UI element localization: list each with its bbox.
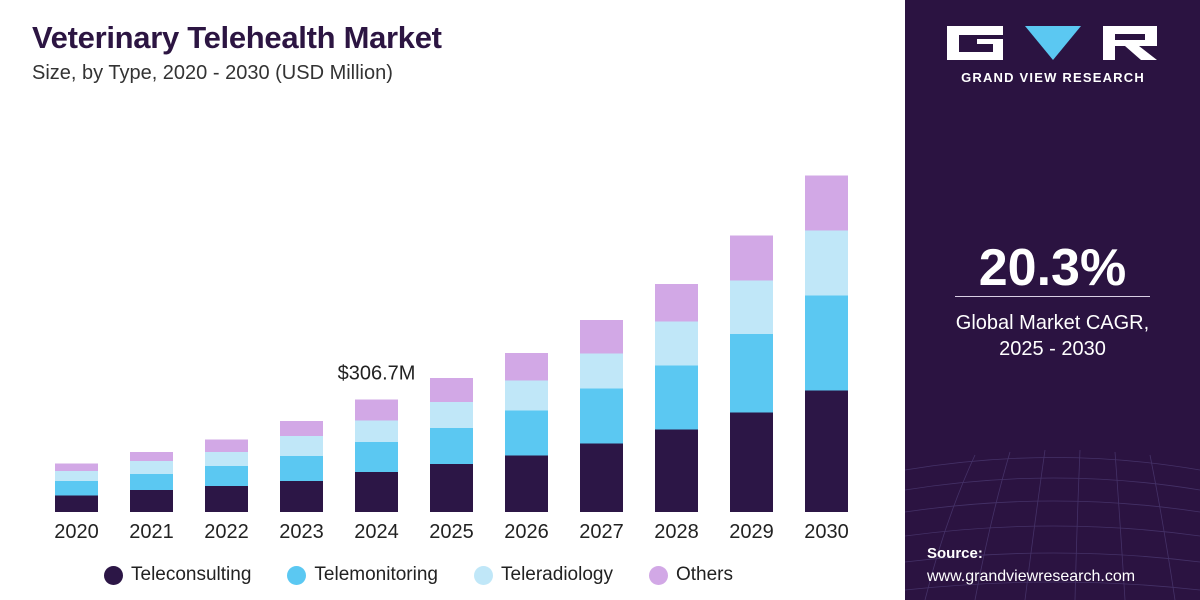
chart-panel: Veterinary Telehealth Market Size, by Ty… — [32, 20, 849, 589]
cagr-divider — [955, 296, 1150, 297]
bar-telemonitoring-2023 — [280, 456, 323, 481]
legend-item-others: Others — [648, 564, 733, 586]
side-panel: GRAND VIEW RESEARCH 20.3% Global Market … — [905, 0, 1200, 600]
bar-teleradiology-2024 — [355, 420, 398, 442]
grand-view-research-logo: GRAND VIEW RESEARCH — [943, 22, 1163, 92]
stacked-bar-chart: 2020 2021 2022 2023 2024 $306.7M 2025 2026 2027 2… — [54, 175, 849, 543]
bar-teleconsulting-2020 — [55, 495, 98, 512]
x-tick-label-2024: 2024 — [354, 521, 399, 543]
legend-swatch-telemonitoring — [287, 565, 307, 585]
bar-others-2021 — [130, 452, 173, 461]
legend-label-others: Others — [675, 564, 733, 585]
bar-others-2022 — [205, 439, 248, 452]
x-tick-label-2020: 2020 — [54, 521, 99, 543]
x-tick-label-2021: 2021 — [129, 521, 174, 543]
bar-telemonitoring-2024 — [355, 442, 398, 472]
bar-teleradiology-2029 — [730, 280, 773, 334]
data-label-2024: $306.7M — [338, 363, 416, 385]
legend-item-teleradiology: Teleradiology — [474, 564, 613, 586]
bar-others-2026 — [505, 353, 548, 381]
bar-teleconsulting-2022 — [205, 486, 248, 512]
x-tick-label-2026: 2026 — [504, 521, 549, 543]
bar-teleconsulting-2026 — [505, 455, 548, 512]
legend-label-teleradiology: Teleradiology — [501, 564, 613, 585]
bar-telemonitoring-2030 — [805, 295, 848, 391]
bar-others-2023 — [280, 421, 323, 436]
x-tick-label-2028: 2028 — [654, 521, 699, 543]
legend-swatch-teleradiology — [474, 565, 493, 585]
cagr-label: Global Market CAGR, 2025 - 2030 — [905, 310, 1200, 362]
bar-teleradiology-2025 — [430, 402, 473, 428]
gvr-logo-icon — [947, 26, 1157, 60]
bar-teleconsulting-2025 — [430, 464, 473, 512]
source-url[interactable]: www.grandviewresearch.com — [927, 568, 1136, 585]
bar-telemonitoring-2026 — [505, 410, 548, 456]
bar-teleradiology-2020 — [55, 471, 98, 481]
decorative-grid — [905, 449, 1200, 600]
legend-label-telemonitoring: Telemonitoring — [314, 564, 438, 585]
bar-others-2024 — [355, 399, 398, 421]
bar-teleconsulting-2024 — [355, 472, 398, 512]
bar-teleradiology-2023 — [280, 436, 323, 456]
bar-teleconsulting-2027 — [580, 443, 623, 512]
x-tick-label-2023: 2023 — [279, 521, 324, 543]
cagr-label-line1: Global Market CAGR, — [955, 312, 1150, 334]
bar-teleconsulting-2028 — [655, 429, 698, 512]
bar-others-2029 — [730, 235, 773, 281]
bar-teleradiology-2021 — [130, 461, 173, 474]
bar-others-2028 — [655, 284, 698, 322]
cagr-label-line2: 2025 - 2030 — [999, 338, 1106, 360]
bar-teleradiology-2028 — [655, 321, 698, 366]
bar-others-2025 — [430, 378, 473, 402]
legend-item-teleconsulting: Teleconsulting — [104, 564, 251, 586]
bar-teleradiology-2026 — [505, 380, 548, 411]
bar-telemonitoring-2025 — [430, 428, 473, 464]
bar-teleconsulting-2021 — [130, 490, 173, 512]
x-tick-label-2029: 2029 — [729, 521, 774, 543]
source-label: Source: — [927, 545, 983, 562]
bar-teleconsulting-2030 — [805, 390, 848, 512]
bar-teleconsulting-2029 — [730, 412, 773, 512]
x-tick-label-2025: 2025 — [429, 521, 474, 543]
bar-teleradiology-2027 — [580, 353, 623, 389]
chart-title: Veterinary Telehealth Market — [32, 20, 442, 55]
bar-teleradiology-2022 — [205, 452, 248, 466]
bar-others-2020 — [55, 463, 98, 471]
legend-swatch-teleconsulting — [104, 565, 123, 585]
bar-telemonitoring-2020 — [55, 481, 98, 496]
bar-telemonitoring-2029 — [730, 334, 773, 413]
chart-subtitle: Size, by Type, 2020 - 2030 (USD Million) — [32, 62, 393, 84]
x-tick-label-2030: 2030 — [804, 521, 849, 543]
legend-swatch-others — [648, 565, 668, 585]
legend-label-teleconsulting: Teleconsulting — [131, 564, 252, 585]
bar-telemonitoring-2021 — [130, 474, 173, 490]
bar-telemonitoring-2028 — [655, 365, 698, 430]
chart-legend: Teleconsulting Telemonitoring Teleradiol… — [104, 561, 733, 589]
cagr-value: 20.3% — [978, 239, 1127, 297]
bar-teleradiology-2030 — [805, 230, 848, 296]
bar-telemonitoring-2027 — [580, 388, 623, 444]
bar-telemonitoring-2022 — [205, 466, 248, 486]
bar-teleconsulting-2023 — [280, 481, 323, 512]
bar-others-2030 — [805, 175, 848, 231]
x-tick-label-2027: 2027 — [579, 521, 624, 543]
bar-others-2027 — [580, 320, 623, 354]
x-tick-label-2022: 2022 — [204, 521, 249, 543]
legend-item-telemonitoring: Telemonitoring — [287, 564, 438, 586]
brand-name: GRAND VIEW RESEARCH — [961, 70, 1145, 85]
